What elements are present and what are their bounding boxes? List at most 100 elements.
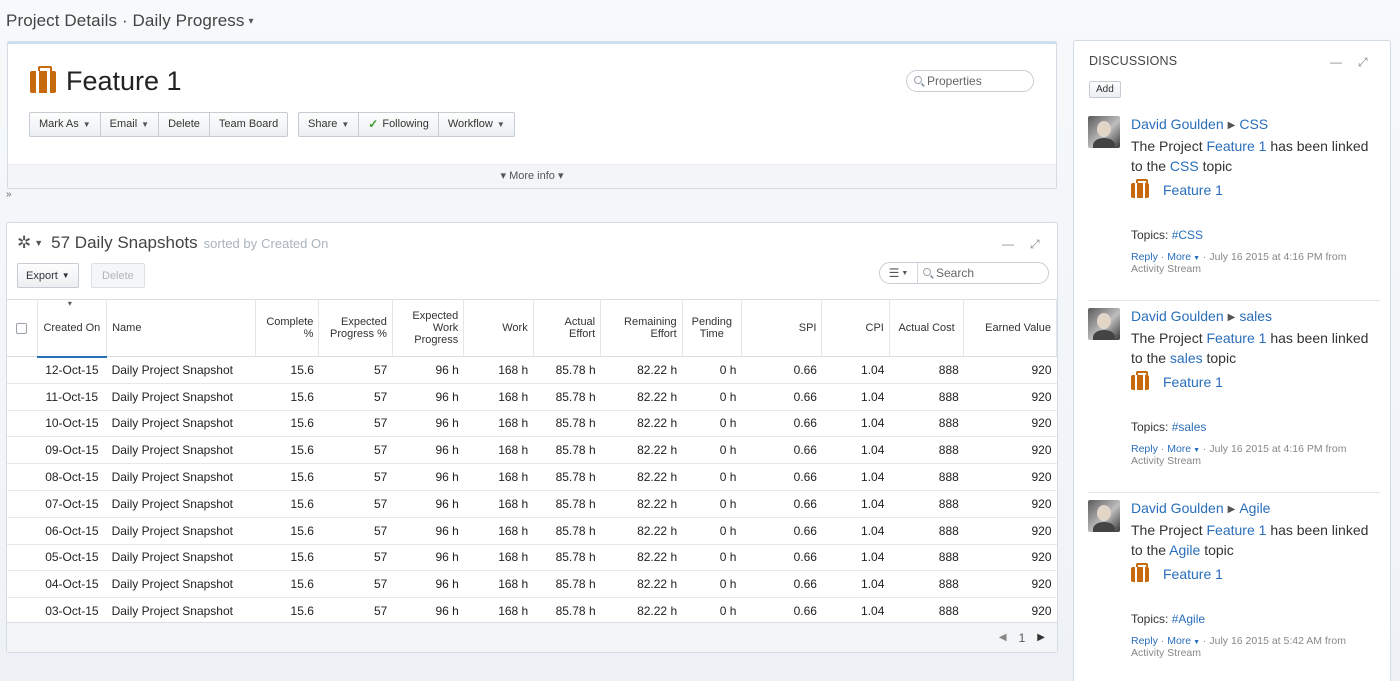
breadcrumb-project[interactable]: Project Details — [6, 11, 118, 30]
more-link[interactable]: More — [1167, 443, 1192, 455]
cell-pending-time: 0 h — [682, 570, 742, 599]
table-row[interactable]: 12-Oct-15 Daily Project Snapshot 15.6 57 96 … — [7, 356, 1057, 384]
snapshots-panel: ✲ ▼ 57 Daily Snapshots sorted by Created… — [6, 222, 1058, 653]
topic-tag-link[interactable]: #Agile — [1171, 612, 1206, 626]
email-button[interactable]: Email ▼ — [99, 112, 160, 137]
table-row[interactable]: 08-Oct-15 Daily Project Snapshot 15.6 57 96 … — [7, 463, 1057, 491]
table-row[interactable]: 11-Oct-15 Daily Project Snapshot 15.6 57 96 … — [7, 383, 1057, 411]
following-button[interactable]: ✓ Following — [358, 112, 439, 137]
cell-spi: 0.66 — [741, 356, 822, 384]
column-expected-progress[interactable]: Expected Progress % — [318, 299, 393, 357]
cell-expected-work-progress: 96 h — [392, 570, 464, 599]
chevron-down-icon[interactable]: ▼ — [1191, 447, 1201, 454]
cell-expected-work-progress: 96 h — [392, 544, 464, 572]
filter-button[interactable]: ☰ ▼ — [880, 263, 918, 283]
chevron-down-icon[interactable]: ▼ — [1191, 639, 1201, 646]
column-cpi[interactable]: CPI — [821, 299, 890, 357]
column-pending-time[interactable]: Pending Time — [682, 299, 742, 357]
column-earned-value[interactable]: Earned Value — [963, 299, 1057, 357]
post-topic-inline-link[interactable]: Agile — [1169, 542, 1201, 558]
chevron-down-icon[interactable]: ▼ — [1191, 255, 1201, 262]
post-topic-inline-link[interactable]: sales — [1169, 350, 1203, 366]
cell-name: Daily Project Snapshot — [106, 570, 256, 599]
cell-name: Daily Project Snapshot — [106, 490, 256, 518]
reply-link[interactable]: Reply — [1131, 251, 1158, 263]
table-row[interactable]: 03-Oct-15 Daily Project Snapshot 15.6 57 96 … — [7, 597, 1057, 625]
cell-work: 168 h — [463, 356, 534, 384]
add-discussion-button[interactable]: Add — [1089, 81, 1121, 98]
post-project-link[interactable]: Feature 1 — [1206, 330, 1267, 346]
column-complete[interactable]: Complete % — [255, 299, 320, 357]
more-link[interactable]: More — [1167, 251, 1192, 263]
post-author-link[interactable]: David Goulden — [1131, 308, 1224, 324]
chevron-down-icon[interactable]: ▾ — [248, 16, 254, 27]
column-remaining-effort[interactable]: Remaining Effort — [600, 299, 683, 357]
chevron-down-icon: ▼ — [341, 120, 350, 129]
column-spi[interactable]: SPI — [741, 299, 823, 357]
avatar[interactable] — [1088, 116, 1120, 148]
table-row[interactable]: 05-Oct-15 Daily Project Snapshot 15.6 57 96 … — [7, 544, 1057, 572]
cell-name: Daily Project Snapshot — [106, 544, 256, 572]
linked-item[interactable]: Feature 1 — [1131, 562, 1223, 582]
previous-page-icon[interactable]: ◀ — [998, 632, 1007, 643]
chevron-down-icon: ▾ — [500, 170, 506, 182]
cell-name: Daily Project Snapshot — [106, 517, 256, 545]
cell-actual-cost: 888 — [889, 570, 964, 599]
delete-snapshot-button[interactable]: Delete — [91, 263, 145, 288]
post-project-link[interactable]: Feature 1 — [1206, 138, 1267, 154]
breadcrumb[interactable]: Project Details · Daily Progress ▾ — [6, 11, 254, 31]
share-button[interactable]: Share ▼ — [298, 112, 360, 137]
post-author-link[interactable]: David Goulden — [1131, 500, 1224, 516]
post-topic-link[interactable]: sales — [1239, 308, 1273, 324]
reply-link[interactable]: Reply — [1131, 443, 1158, 455]
linked-item[interactable]: Feature 1 — [1131, 370, 1223, 390]
breadcrumb-view[interactable]: Daily Progress — [132, 11, 245, 30]
column-created-on[interactable]: Created On — [37, 299, 108, 358]
collapse-icon[interactable]: » — [6, 189, 12, 200]
topic-tag-link[interactable]: #sales — [1171, 420, 1207, 434]
column-actual-effort[interactable]: Actual Effort — [533, 299, 602, 357]
post-topic-link[interactable]: Agile — [1239, 500, 1271, 516]
cell-work: 168 h — [463, 597, 534, 625]
team-board-button[interactable]: Team Board — [208, 112, 289, 137]
cell-created-on: 10-Oct-15 — [37, 410, 107, 438]
properties-search-input[interactable]: Properties — [906, 70, 1034, 92]
select-all-checkbox[interactable] — [7, 299, 38, 357]
next-page-icon[interactable]: ▶ — [1037, 632, 1045, 643]
more-info-toggle[interactable]: ▾ More info ▾ — [8, 164, 1056, 188]
minimize-icon[interactable]: — — [1002, 237, 1014, 251]
table-row[interactable]: 10-Oct-15 Daily Project Snapshot 15.6 57 96 … — [7, 410, 1057, 438]
post-topic-link[interactable]: CSS — [1239, 116, 1269, 132]
column-expected-work-progress[interactable]: Expected Work Progress — [392, 299, 465, 357]
expand-icon[interactable]: ⤢ — [1030, 237, 1040, 251]
avatar[interactable] — [1088, 500, 1120, 532]
table-row[interactable]: 09-Oct-15 Daily Project Snapshot 15.6 57 96 … — [7, 436, 1057, 465]
column-name[interactable]: Name — [106, 299, 257, 357]
column-work[interactable]: Work — [463, 299, 534, 357]
post-topic-inline-link[interactable]: CSS — [1169, 158, 1199, 174]
gear-icon[interactable]: ✲ — [17, 233, 32, 252]
expand-icon[interactable]: ⤢ — [1358, 55, 1368, 69]
column-actual-cost[interactable]: Actual Cost — [889, 299, 965, 357]
delete-button[interactable]: Delete — [158, 112, 210, 137]
reply-link[interactable]: Reply — [1131, 635, 1158, 647]
post-project-link[interactable]: Feature 1 — [1206, 522, 1267, 538]
post-author-link[interactable]: David Goulden — [1131, 116, 1224, 132]
table-row[interactable]: 07-Oct-15 Daily Project Snapshot 15.6 57 96 … — [7, 490, 1057, 518]
table-row[interactable]: 06-Oct-15 Daily Project Snapshot 15.6 57 96 … — [7, 517, 1057, 545]
workflow-button[interactable]: Workflow ▼ — [437, 112, 515, 137]
export-button[interactable]: Export ▼ — [17, 263, 79, 288]
page-number[interactable]: 1 — [1018, 630, 1026, 645]
cell-name: Daily Project Snapshot — [106, 356, 256, 384]
topic-tag-link[interactable]: #CSS — [1171, 228, 1204, 242]
table-row[interactable]: 04-Oct-15 Daily Project Snapshot 15.6 57 96 … — [7, 570, 1057, 599]
pagination: ◀ 1 ▶ — [7, 622, 1057, 652]
more-link[interactable]: More — [1167, 635, 1192, 647]
chevron-down-icon[interactable]: ▼ — [34, 238, 44, 248]
mark-as-button[interactable]: Mark As ▼ — [29, 112, 101, 137]
avatar[interactable] — [1088, 308, 1120, 340]
cell-cpi: 1.04 — [821, 436, 890, 465]
linked-item[interactable]: Feature 1 — [1131, 178, 1223, 198]
minimize-icon[interactable]: — — [1330, 55, 1342, 69]
search-input[interactable]: Search — [918, 266, 974, 280]
